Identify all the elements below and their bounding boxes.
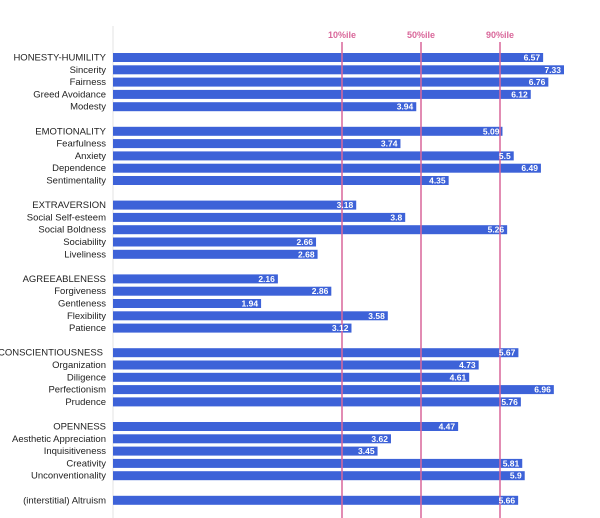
bar bbox=[113, 126, 503, 136]
category-label: EMOTIONALITY bbox=[35, 126, 106, 137]
bar bbox=[113, 225, 508, 235]
category-label: Fairness bbox=[70, 77, 107, 88]
bar bbox=[113, 434, 391, 444]
reference-line-label: 50%ile bbox=[407, 30, 435, 40]
category-label: Sociability bbox=[63, 237, 106, 248]
bar bbox=[113, 323, 352, 333]
bar bbox=[113, 249, 318, 259]
bar-value-label: 3.18 bbox=[337, 200, 354, 210]
bar bbox=[113, 458, 523, 468]
category-label: Inquisitiveness bbox=[44, 446, 107, 457]
bar bbox=[113, 102, 417, 112]
bar bbox=[113, 237, 317, 247]
bar bbox=[113, 139, 401, 149]
category-label: (interstitial) Altruism bbox=[23, 495, 106, 506]
reference-line-label: 90%ile bbox=[486, 30, 514, 40]
category-label: EXTRAVERSION bbox=[32, 200, 106, 211]
category-label: Aesthetic Appreciation bbox=[12, 434, 106, 445]
bar-value-label: 3.62 bbox=[371, 434, 388, 444]
bar-value-label: 5.9 bbox=[510, 471, 522, 481]
category-label: Modesty bbox=[70, 102, 106, 113]
bar bbox=[113, 397, 521, 407]
category-label: Organization bbox=[52, 360, 106, 371]
bar-value-label: 6.49 bbox=[521, 163, 538, 173]
bar-value-label: 3.58 bbox=[368, 311, 385, 321]
reference-line-label: 10%ile bbox=[328, 30, 356, 40]
bar bbox=[113, 65, 564, 75]
category-label: HONESTY-HUMILITY bbox=[13, 53, 106, 64]
bar-value-label: 6.76 bbox=[529, 77, 546, 87]
category-label: Greed Avoidance bbox=[33, 89, 106, 100]
bar bbox=[113, 422, 459, 431]
bar bbox=[113, 163, 541, 173]
bar-value-label: 5.66 bbox=[499, 495, 516, 505]
category-label: Creativity bbox=[66, 458, 106, 469]
bar bbox=[113, 495, 519, 505]
bar-value-label: 3.8 bbox=[390, 212, 402, 222]
bar bbox=[113, 176, 449, 185]
bar-value-label: 2.66 bbox=[296, 237, 313, 247]
category-label: Anxiety bbox=[75, 151, 106, 162]
bar bbox=[113, 53, 544, 62]
bar-value-label: 6.96 bbox=[534, 385, 551, 395]
bar-value-label: 5.26 bbox=[488, 225, 505, 235]
bar bbox=[113, 200, 357, 210]
category-label: Fearfulness bbox=[56, 139, 106, 150]
bar-value-label: 3.74 bbox=[381, 139, 398, 149]
bar-value-label: 5.81 bbox=[503, 458, 520, 468]
category-label: Sincerity bbox=[70, 65, 107, 76]
bar bbox=[113, 89, 531, 99]
category-label: Diligence bbox=[67, 372, 106, 383]
bar-value-label: 4.47 bbox=[439, 422, 456, 432]
bar bbox=[113, 372, 470, 382]
bar bbox=[113, 446, 378, 456]
bar bbox=[113, 385, 554, 395]
bar-value-label: 5.76 bbox=[501, 397, 518, 407]
bar-value-label: 4.35 bbox=[429, 176, 446, 186]
category-label: Prudence bbox=[65, 397, 106, 408]
category-label: CONSCIENTIOUSNESS bbox=[0, 348, 103, 359]
category-label: Flexibility bbox=[67, 311, 106, 322]
bar-value-label: 3.45 bbox=[358, 446, 375, 456]
bar-value-label: 1.94 bbox=[242, 299, 259, 309]
bar bbox=[113, 212, 406, 222]
bar-value-label: 7.33 bbox=[544, 65, 561, 75]
bar-value-label: 3.12 bbox=[332, 323, 349, 333]
bar bbox=[113, 360, 479, 370]
bar-value-label: 4.73 bbox=[459, 360, 476, 370]
bar bbox=[113, 274, 278, 284]
bar bbox=[113, 286, 332, 296]
bar-value-label: 2.86 bbox=[312, 286, 329, 296]
category-label: Perfectionism bbox=[48, 385, 106, 396]
category-label: Sentimentality bbox=[46, 176, 106, 187]
bar-value-label: 2.16 bbox=[258, 274, 275, 284]
category-label: OPENNESS bbox=[53, 422, 106, 433]
category-label: Social Self-esteem bbox=[27, 212, 106, 223]
category-label: Gentleness bbox=[58, 299, 106, 310]
bar bbox=[113, 77, 549, 87]
bar-value-label: 2.68 bbox=[298, 249, 315, 259]
bar-value-label: 6.57 bbox=[524, 53, 541, 63]
bar bbox=[113, 311, 388, 321]
category-label: Unconventionality bbox=[31, 471, 106, 482]
bar-value-label: 5.5 bbox=[499, 151, 511, 161]
bar bbox=[113, 151, 514, 161]
category-label: Patience bbox=[69, 323, 106, 334]
bar bbox=[113, 348, 519, 358]
bar-value-label: 5.67 bbox=[499, 348, 516, 358]
category-label: Social Boldness bbox=[38, 225, 106, 236]
bar bbox=[113, 471, 525, 481]
category-label: AGREEABLENESS bbox=[23, 274, 106, 285]
bar-value-label: 3.94 bbox=[397, 102, 414, 112]
bar-value-label: 4.61 bbox=[450, 372, 467, 382]
bar-value-label: 6.12 bbox=[511, 89, 528, 99]
bar bbox=[113, 299, 262, 308]
category-label: Forgiveness bbox=[54, 286, 106, 297]
category-label: Liveliness bbox=[64, 249, 106, 260]
category-label: Dependence bbox=[52, 163, 106, 174]
bar-value-label: 5.09 bbox=[483, 126, 500, 136]
